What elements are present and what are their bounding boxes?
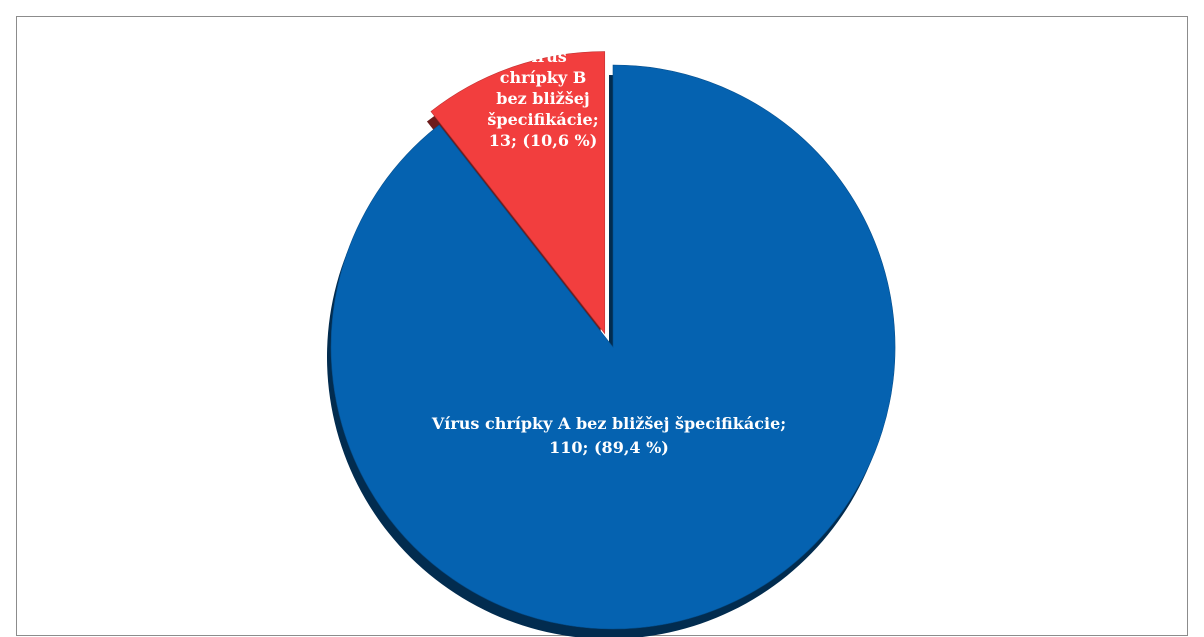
pie-slice-label-line: Vírus chrípky A bez bližšej špecifikácie… [431,414,786,433]
pie-slice-label-1: Vírus chrípky B bez bližšej špecifikácie; 13… [487,47,598,150]
pie-slice-label-line: bez bližšej [496,89,589,108]
pie-slice-label-line: 13; (10,6 %) [489,131,598,150]
pie-slice-0[interactable] [330,64,896,630]
pie-slice-1[interactable] [430,51,606,335]
pie-slice-label-0: Vírus chrípky A bez bližšej špecifikácie… [431,414,786,457]
pie-slice-label-line: špecifikácie; [487,110,598,129]
pie-slice-label-line: chrípky B [500,68,587,87]
pie-chart: Vírus chrípky A bez bližšej špecifikácie… [327,47,896,637]
chart-frame: Vírus chrípky A bez bližšej špecifikácie… [16,16,1188,637]
pie-slice-label-line: 110; (89,4 %) [549,438,669,457]
pie-slice-label-line: Vírus [518,47,567,66]
